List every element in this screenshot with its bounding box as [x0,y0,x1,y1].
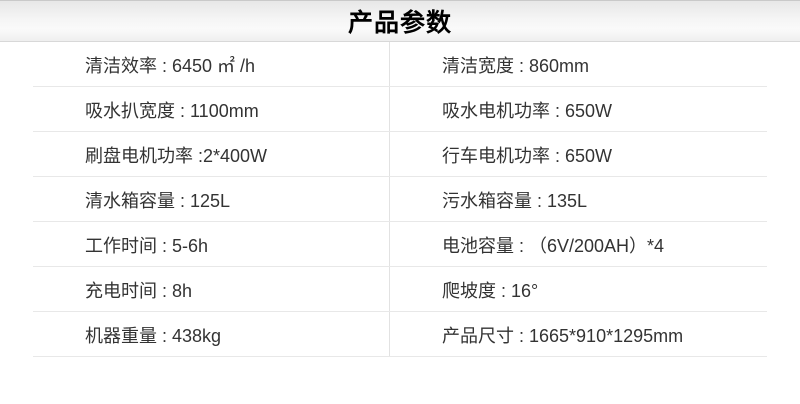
section-header: 产品参数 [0,0,800,42]
spec-row: 刷盘电机功率 :2*400W 行车电机功率 : 650W [0,132,800,177]
spec-cell-clean-tank-capacity: 清水箱容量 : 125L [0,177,390,222]
spec-row: 清水箱容量 : 125L 污水箱容量 : 135L [0,177,800,222]
spec-cell-battery-capacity: 电池容量 : （6V/200AH）*4 [390,222,800,267]
spec-cell-drive-motor-power: 行车电机功率 : 650W [390,132,800,177]
spec-row: 清洁效率 : 6450 ㎡ /h 清洁宽度 : 860mm [0,42,800,87]
spec-table: 清洁效率 : 6450 ㎡ /h 清洁宽度 : 860mm 吸水扒宽度 : 11… [0,42,800,357]
spec-cell-suction-motor-power: 吸水电机功率 : 650W [390,87,800,132]
spec-row: 充电时间 : 8h 爬坡度 : 16° [0,267,800,312]
section-title: 产品参数 [347,9,452,37]
spec-cell-product-dimensions: 产品尺寸 : 1665*910*1295mm [390,312,800,357]
spec-cell-squeegee-width: 吸水扒宽度 : 1100mm [0,87,390,132]
spec-cell-waste-tank-capacity: 污水箱容量 : 135L [390,177,800,222]
spec-cell-charging-time: 充电时间 : 8h [0,267,390,312]
spec-cell-cleaning-efficiency: 清洁效率 : 6450 ㎡ /h [0,42,390,87]
spec-row: 吸水扒宽度 : 1100mm 吸水电机功率 : 650W [0,87,800,132]
spec-cell-working-time: 工作时间 : 5-6h [0,222,390,267]
spec-cell-machine-weight: 机器重量 : 438kg [0,312,390,357]
spec-row: 工作时间 : 5-6h 电池容量 : （6V/200AH）*4 [0,222,800,267]
spec-cell-cleaning-width: 清洁宽度 : 860mm [390,42,800,87]
spec-cell-brush-motor-power: 刷盘电机功率 :2*400W [0,132,390,177]
column-divider [389,42,390,357]
spec-row: 机器重量 : 438kg 产品尺寸 : 1665*910*1295mm [0,312,800,357]
spec-cell-gradeability: 爬坡度 : 16° [390,267,800,312]
